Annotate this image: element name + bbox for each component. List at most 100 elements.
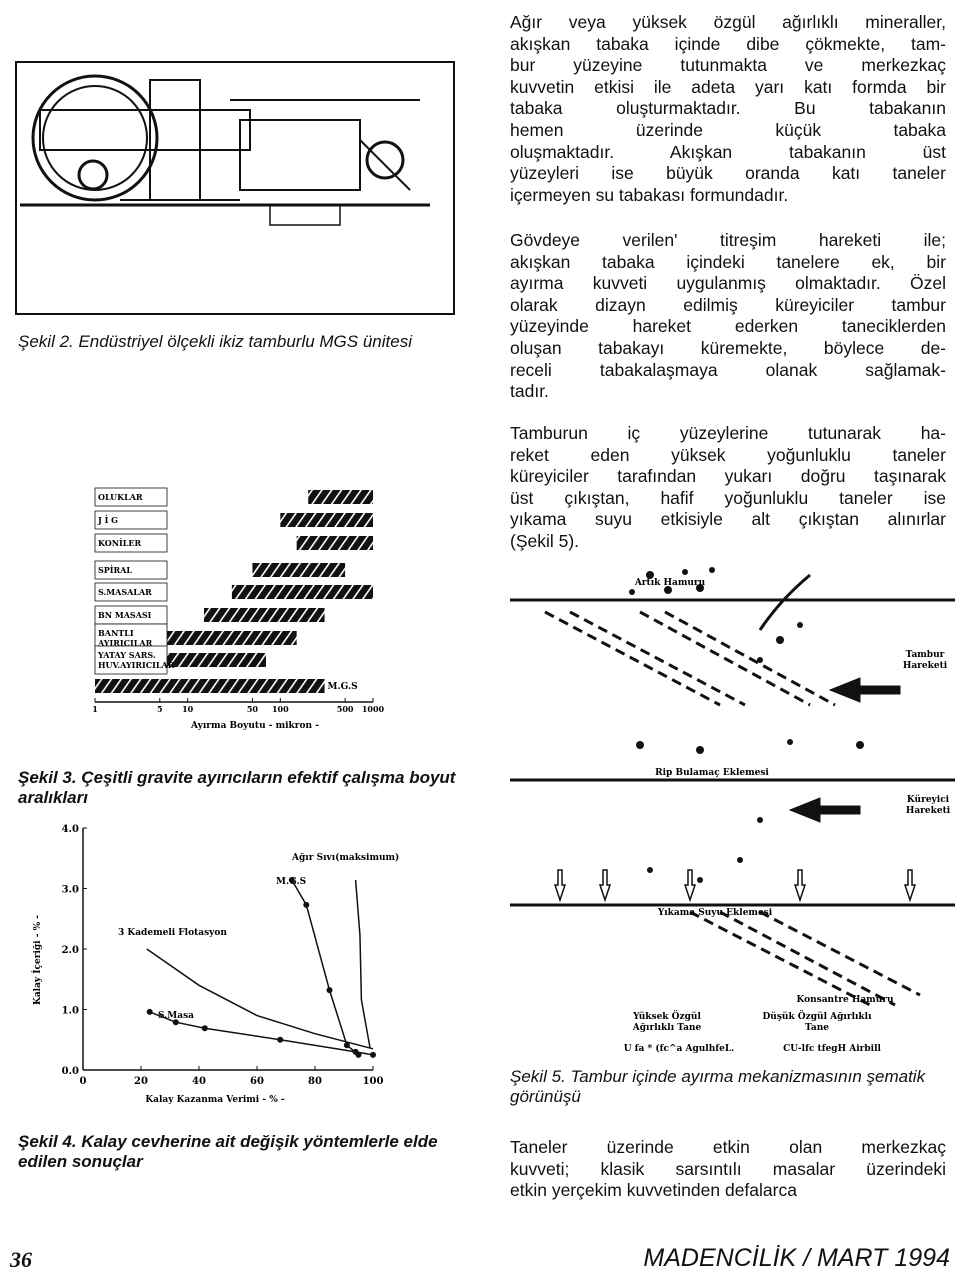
point xyxy=(146,1008,153,1015)
x-tick-label: 1 xyxy=(92,704,98,714)
point xyxy=(352,1048,359,1055)
category-box xyxy=(94,560,168,580)
range-bar xyxy=(203,608,325,622)
body-line: receli tabakalaşmaya olanak sağlamak- xyxy=(510,359,946,380)
series-line xyxy=(354,879,371,1049)
category-label: SPİRAL xyxy=(98,565,132,575)
body-line: oluşmaktadır. Akışkan tabakanın üst xyxy=(510,141,946,162)
category-label: HUV.AYIRICILAR xyxy=(98,660,175,670)
range-bar xyxy=(252,563,346,577)
category-label: AYIRICILAR xyxy=(97,638,153,648)
body-line: yüzeyinde hareket ederken taneciklerden xyxy=(510,316,946,337)
body-line: kuvvetin etkisi ile adeta yarı katı form… xyxy=(510,76,946,97)
category-box xyxy=(94,582,168,602)
body-line: oluşan tabakayı küremekte, böylece de- xyxy=(510,338,946,358)
body-line: Ağır veya yüksek özgül ağırlıklı mineral… xyxy=(510,12,946,32)
body-line: olarak dizayn edilmiş küreyiciler tambur xyxy=(510,294,946,315)
category-label: J İ G xyxy=(97,515,118,525)
y-tick-label: 2.0 xyxy=(62,945,79,956)
schematic-label: Küreyici Hareketi xyxy=(905,795,951,816)
range-bar xyxy=(308,490,373,504)
y-tick-label: 1.0 xyxy=(62,1006,79,1017)
point xyxy=(172,1019,179,1026)
category-box xyxy=(94,510,168,530)
body-line: tabaka oluşturmaktadır. Bu tabakanın xyxy=(510,98,946,119)
category-label: YATAY SARS. xyxy=(97,650,156,660)
schematic-label: Konsantre Hamuru xyxy=(796,995,894,1005)
body-line: yıkama suyu etkisiyle alt çıkıştan alını… xyxy=(510,509,946,530)
x-tick-label: 100 xyxy=(363,1076,384,1087)
body-line: küreyiciler tarafından yukarı doğru taşı… xyxy=(510,466,946,487)
body-line: reket eden yüksek yoğunluklu taneler xyxy=(510,444,946,465)
range-bar xyxy=(280,513,373,527)
series-label: S.Masa xyxy=(158,1011,194,1021)
range-bar xyxy=(231,585,373,599)
schematic-label: Tambur Hareketi xyxy=(902,650,948,671)
figure-caption: Şekil 5. Tambur içinde ayırma mekanizmas… xyxy=(510,1067,926,1106)
point xyxy=(303,901,310,908)
schematic-label: Artık Hamuru xyxy=(634,578,706,588)
body-line: yüzeyleri ise büyük oranda katı taneler xyxy=(510,163,946,184)
range-bar xyxy=(95,679,325,693)
separation-schematic xyxy=(510,567,955,1007)
x-tick-label: 60 xyxy=(250,1076,264,1087)
series-line xyxy=(291,879,359,1056)
range-bar xyxy=(159,631,297,645)
figure-caption: Şekil 3. Çeşitli gravite ayırıcıların ef… xyxy=(18,768,456,807)
point xyxy=(277,1036,284,1043)
range-bar xyxy=(296,536,373,550)
x-axis-label: Kalay Kazanma Verimi - % - xyxy=(145,1095,285,1105)
y-tick-label: 0.0 xyxy=(62,1066,79,1077)
body-line: Gövdeye verilen' titreşim hareketi ile; xyxy=(510,230,946,250)
journal-footer: MADENCİLİK / MART 1994 xyxy=(643,1244,950,1272)
series-label: M.G.S xyxy=(276,877,306,887)
series-label: 3 Kademeli Flotasyon xyxy=(118,928,227,938)
x-tick-label: 10 xyxy=(182,704,194,714)
series-label: Ağır Sıvı(maksimum) xyxy=(291,852,399,863)
x-tick-label: 1000 xyxy=(362,704,385,714)
category-label: KONİLER xyxy=(98,538,141,548)
body-line: Taneler üzerinde etkin olan merkezkaç xyxy=(510,1137,946,1157)
category-label: M.G.S xyxy=(328,682,358,692)
body-line: Tamburun iç yüzeylerine tutunarak ha- xyxy=(510,423,946,443)
range-bar xyxy=(159,653,266,667)
schematic-label: Düşük Özgül Ağırlıklı Tane xyxy=(762,1012,872,1033)
x-tick-label: 20 xyxy=(134,1076,148,1087)
point xyxy=(288,877,295,884)
y-axis-label: Kalay İçeriği - % - xyxy=(30,915,43,1005)
figure-caption: Şekil 2. Endüstriyel ölçekli ikiz tambur… xyxy=(18,332,412,351)
schematic-label: Rip Bulamaç Eklemesi xyxy=(655,768,769,778)
x-tick-label: 100 xyxy=(272,704,289,714)
y-tick-label: 4.0 xyxy=(62,824,79,835)
body-line: ayırma kuvveti uygulanmış olmaktadır. Öz… xyxy=(510,273,946,294)
figure-caption: Şekil 4. Kalay cevherine ait değişik yön… xyxy=(18,1132,438,1171)
schematic-label: CU-lfc tfegH Airbill xyxy=(783,1044,881,1054)
x-tick-label: 80 xyxy=(308,1076,322,1087)
body-line: akışkan tabaka içinde dibe çökmekte, tam… xyxy=(510,33,946,54)
category-label: S.MASALAR xyxy=(98,587,152,597)
point xyxy=(326,987,333,994)
body-line: üst çıkıştan, hafif yoğunluklu taneler i… xyxy=(510,487,946,508)
machine-drawing xyxy=(15,61,455,315)
body-line: kuvveti; klasik sarsıntılı masalar üzeri… xyxy=(510,1158,946,1179)
category-box xyxy=(94,487,168,507)
y-tick-label: 3.0 xyxy=(62,885,79,896)
x-tick-label: 0 xyxy=(80,1076,87,1087)
schematic-label: Yüksek Özgül Ağırlıklı Tane xyxy=(632,1012,702,1033)
category-label: BN MASASI xyxy=(98,610,152,620)
point xyxy=(343,1042,350,1049)
page-number: 36 xyxy=(10,1247,32,1272)
category-box xyxy=(94,533,168,553)
schematic-label: U fa * (fc^a AgulhfeL. xyxy=(623,1044,735,1054)
point xyxy=(370,1051,376,1058)
body-line: (Şekil 5). xyxy=(510,531,580,551)
body-line: bur yüzeyine tutunmakta ve merkezkaç xyxy=(510,55,946,76)
x-tick-label: 5 xyxy=(157,704,163,714)
x-tick-label: 40 xyxy=(192,1076,206,1087)
category-label: BANTLI xyxy=(98,628,134,638)
series-line xyxy=(146,948,374,1050)
x-tick-label: 50 xyxy=(247,704,259,714)
schematic-label: Yıkama Suyu Eklemesi xyxy=(657,908,773,918)
